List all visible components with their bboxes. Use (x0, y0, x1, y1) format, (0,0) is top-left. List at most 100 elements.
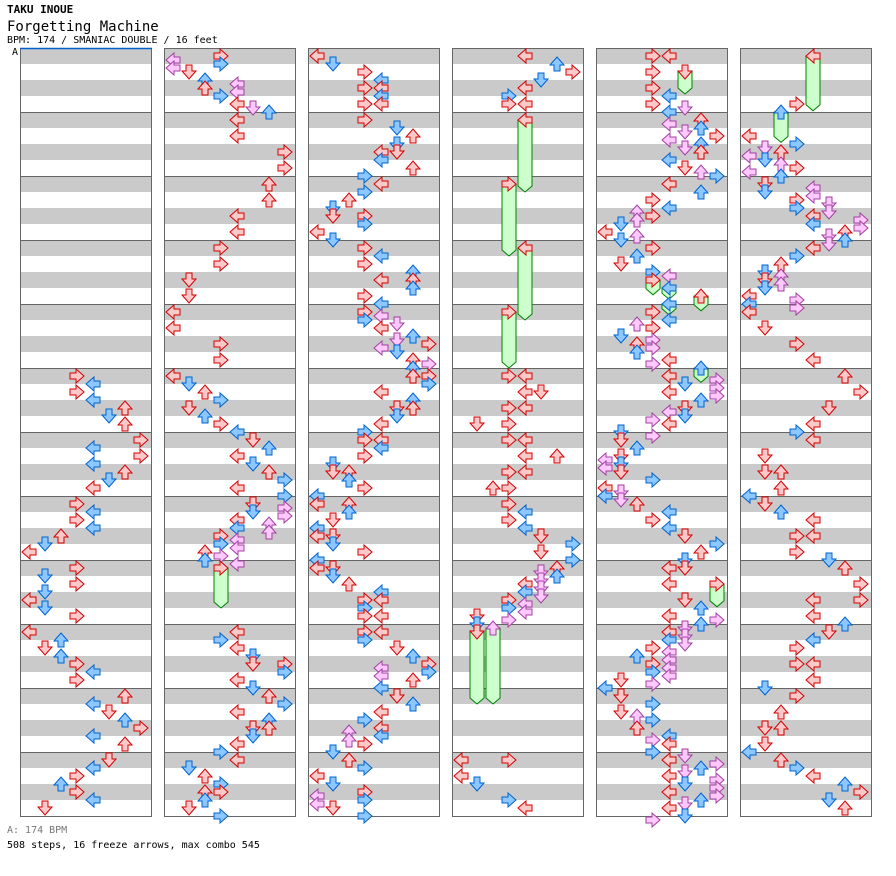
arrow-right-icon (645, 811, 661, 829)
arrow-down-icon (388, 332, 406, 348)
arrow-down-icon (324, 536, 342, 552)
arrow-left-icon (229, 511, 245, 529)
arrow-left-icon (165, 51, 181, 69)
arrow-left-icon (661, 131, 677, 149)
arrow-right-icon (565, 63, 581, 81)
arrow-down-icon (820, 552, 838, 568)
arrow-up-icon (628, 228, 646, 244)
arrow-down-icon (612, 256, 630, 272)
arrow-up-icon (772, 464, 790, 480)
arrow-down-icon (612, 216, 630, 232)
arrow-left-icon (229, 671, 245, 689)
arrow-left-icon (453, 767, 469, 785)
arrow-up-icon (404, 160, 422, 176)
arrow-left-icon (373, 607, 389, 625)
beat-stripe (20, 112, 152, 128)
arrow-left-icon (661, 351, 677, 369)
arrow-up-icon (196, 408, 214, 424)
arrow-down-icon (676, 124, 694, 140)
arrow-left-icon (229, 423, 245, 441)
beat-stripe (452, 496, 584, 512)
arrow-up-icon (404, 696, 422, 712)
arrow-right-icon (853, 219, 869, 237)
arrow-down-icon (612, 492, 630, 508)
arrow-down-icon (532, 72, 550, 88)
arrow-right-icon (645, 639, 661, 657)
arrow-left-icon (309, 551, 325, 569)
arrow-left-icon (661, 575, 677, 593)
arrow-up-icon (404, 280, 422, 296)
arrow-up-icon (692, 360, 710, 376)
arrow-right-icon (709, 575, 725, 593)
beat-stripe (596, 208, 728, 224)
arrow-right-icon (357, 479, 373, 497)
arrow-left-icon (373, 415, 389, 433)
arrow-left-icon (517, 799, 533, 817)
arrow-down-icon (388, 408, 406, 424)
arrow-right-icon (357, 287, 373, 305)
arrow-right-icon (645, 731, 661, 749)
beat-stripe (740, 464, 872, 480)
arrow-left-icon (805, 431, 821, 449)
arrow-left-icon (373, 307, 389, 325)
arrow-left-icon (661, 519, 677, 537)
arrow-left-icon (373, 95, 389, 113)
arrow-right-icon (133, 447, 149, 465)
arrow-up-icon (692, 184, 710, 200)
arrow-right-icon (69, 783, 85, 801)
arrow-down-icon (756, 320, 774, 336)
arrow-up-icon (52, 528, 70, 544)
arrow-right-icon (501, 495, 517, 513)
chart-column (308, 47, 440, 825)
beat-stripe (740, 368, 872, 384)
arrow-right-icon (213, 415, 229, 433)
arrow-left-icon (661, 643, 677, 661)
beat-stripe (164, 272, 296, 288)
beat-stripe (164, 176, 296, 192)
arrow-right-icon (501, 303, 517, 321)
arrow-right-icon (277, 487, 293, 505)
beat-stripe (596, 656, 728, 672)
beat-stripe (20, 240, 152, 256)
arrow-up-icon (836, 368, 854, 384)
arrow-left-icon (517, 575, 533, 593)
arrow-up-icon (692, 616, 710, 632)
arrow-up-icon (692, 144, 710, 160)
beat-stripe (740, 336, 872, 352)
arrow-left-icon (85, 663, 101, 681)
beat-stripe (20, 784, 152, 800)
arrow-left-icon (517, 595, 533, 613)
arrow-down-icon (244, 456, 262, 472)
arrow-left-icon (85, 727, 101, 745)
beat-stripe (452, 784, 584, 800)
beat-stripe (452, 208, 584, 224)
arrow-down-icon (820, 204, 838, 220)
arrow-down-icon (468, 776, 486, 792)
arrow-down-icon (180, 400, 198, 416)
beat-stripe (596, 464, 728, 480)
arrow-left-icon (85, 503, 101, 521)
arrow-left-icon (517, 111, 533, 129)
beat-stripe (164, 240, 296, 256)
arrow-right-icon (357, 239, 373, 257)
arrow-right-icon (645, 511, 661, 529)
arrow-right-icon (501, 751, 517, 769)
arrow-left-icon (229, 703, 245, 721)
beat-stripe (452, 752, 584, 768)
arrow-up-icon (52, 648, 70, 664)
arrow-up-icon (404, 128, 422, 144)
arrow-down-icon (676, 408, 694, 424)
arrow-down-icon (612, 672, 630, 688)
beat-stripe (740, 784, 872, 800)
arrow-up-icon (260, 176, 278, 192)
arrow-left-icon (805, 511, 821, 529)
arrow-down-icon (820, 624, 838, 640)
arrow-down-icon (324, 56, 342, 72)
arrow-left-icon (597, 459, 613, 477)
arrow-left-icon (373, 679, 389, 697)
beat-stripe (20, 688, 152, 704)
arrow-left-icon (805, 607, 821, 625)
arrow-up-icon (772, 276, 790, 292)
arrow-down-icon (36, 600, 54, 616)
arrow-left-icon (597, 479, 613, 497)
